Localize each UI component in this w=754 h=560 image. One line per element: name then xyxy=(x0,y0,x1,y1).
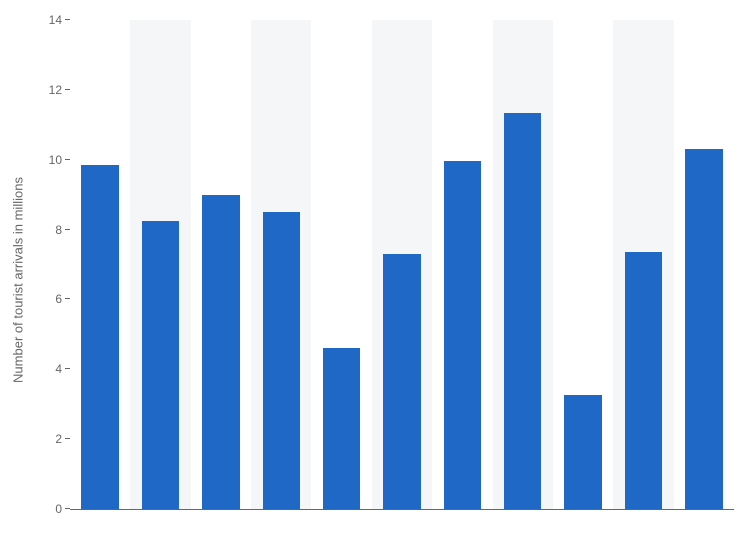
y-tick-label: 10 xyxy=(49,153,62,167)
chart-plot-area: 02468101214 xyxy=(70,20,734,510)
y-axis-label: Number of tourist arrivals in millions xyxy=(11,177,26,383)
y-tick-mark xyxy=(65,298,70,299)
bar xyxy=(685,149,722,509)
y-tick-label: 0 xyxy=(55,502,62,516)
y-tick-mark xyxy=(65,89,70,90)
y-tick-mark xyxy=(65,438,70,439)
y-tick-label: 6 xyxy=(55,292,62,306)
y-tick-label: 12 xyxy=(49,83,62,97)
bar xyxy=(81,165,118,509)
bar xyxy=(564,395,601,509)
y-tick-label: 14 xyxy=(49,13,62,27)
bar xyxy=(444,161,481,509)
bar xyxy=(625,252,662,509)
y-tick-mark xyxy=(65,508,70,509)
bar xyxy=(323,348,360,509)
y-tick-mark xyxy=(65,229,70,230)
bar xyxy=(142,221,179,509)
y-tick-label: 4 xyxy=(55,362,62,376)
bar xyxy=(504,113,541,509)
y-tick-mark xyxy=(65,368,70,369)
y-tick-label: 2 xyxy=(55,432,62,446)
bar xyxy=(202,195,239,509)
bar xyxy=(263,212,300,509)
y-tick-mark xyxy=(65,159,70,160)
y-tick-label: 8 xyxy=(55,223,62,237)
bar xyxy=(383,254,420,509)
y-tick-mark xyxy=(65,19,70,20)
